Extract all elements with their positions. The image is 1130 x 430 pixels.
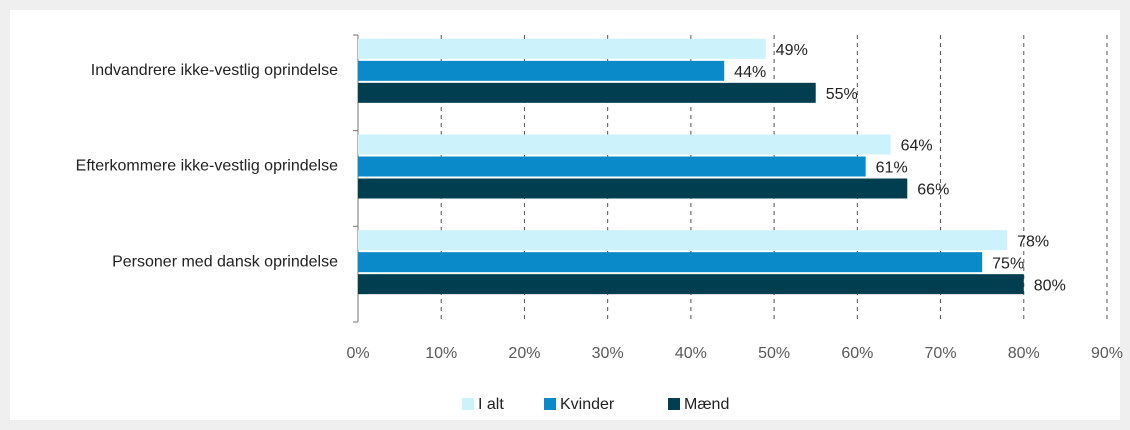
bar	[358, 60, 725, 81]
data-label: 44%	[734, 64, 766, 81]
bar	[358, 178, 908, 199]
x-tick-label: 30%	[592, 345, 624, 362]
bar	[358, 230, 1008, 251]
data-label: 80%	[1034, 277, 1066, 294]
x-tick-label: 10%	[425, 345, 457, 362]
x-tick-label: 90%	[1091, 345, 1123, 362]
legend-swatch	[668, 398, 680, 410]
data-label: 55%	[826, 86, 858, 103]
x-tick-label: 80%	[1008, 345, 1040, 362]
x-tick-label: 50%	[758, 345, 790, 362]
bar	[358, 38, 766, 59]
data-label: 75%	[992, 255, 1024, 272]
y-tick-label: Indvandrere ikke-vestlig oprindelse	[91, 62, 338, 79]
legend-label: I alt	[478, 396, 504, 413]
legend-swatch	[462, 398, 474, 410]
legend-label: Kvinder	[560, 396, 615, 413]
x-tick-label: 0%	[346, 345, 369, 362]
bar	[358, 134, 891, 155]
data-label: 78%	[1017, 233, 1049, 250]
legend-swatch	[544, 398, 556, 410]
bar	[358, 252, 983, 273]
y-tick-label: Personer med dansk oprindelse	[112, 253, 338, 270]
data-label: 64%	[901, 138, 933, 155]
bar	[358, 156, 866, 177]
y-tick-label: Efterkommere ikke-vestlig oprindelse	[76, 158, 338, 175]
x-tick-label: 70%	[925, 345, 957, 362]
bar	[358, 274, 1024, 295]
x-tick-label: 40%	[675, 345, 707, 362]
x-tick-label: 20%	[508, 345, 540, 362]
data-label: 49%	[776, 42, 808, 59]
data-label: 61%	[876, 160, 908, 177]
x-tick-label: 60%	[841, 345, 873, 362]
legend-label: Mænd	[684, 396, 729, 413]
data-label: 66%	[917, 182, 949, 199]
bar	[358, 82, 816, 103]
